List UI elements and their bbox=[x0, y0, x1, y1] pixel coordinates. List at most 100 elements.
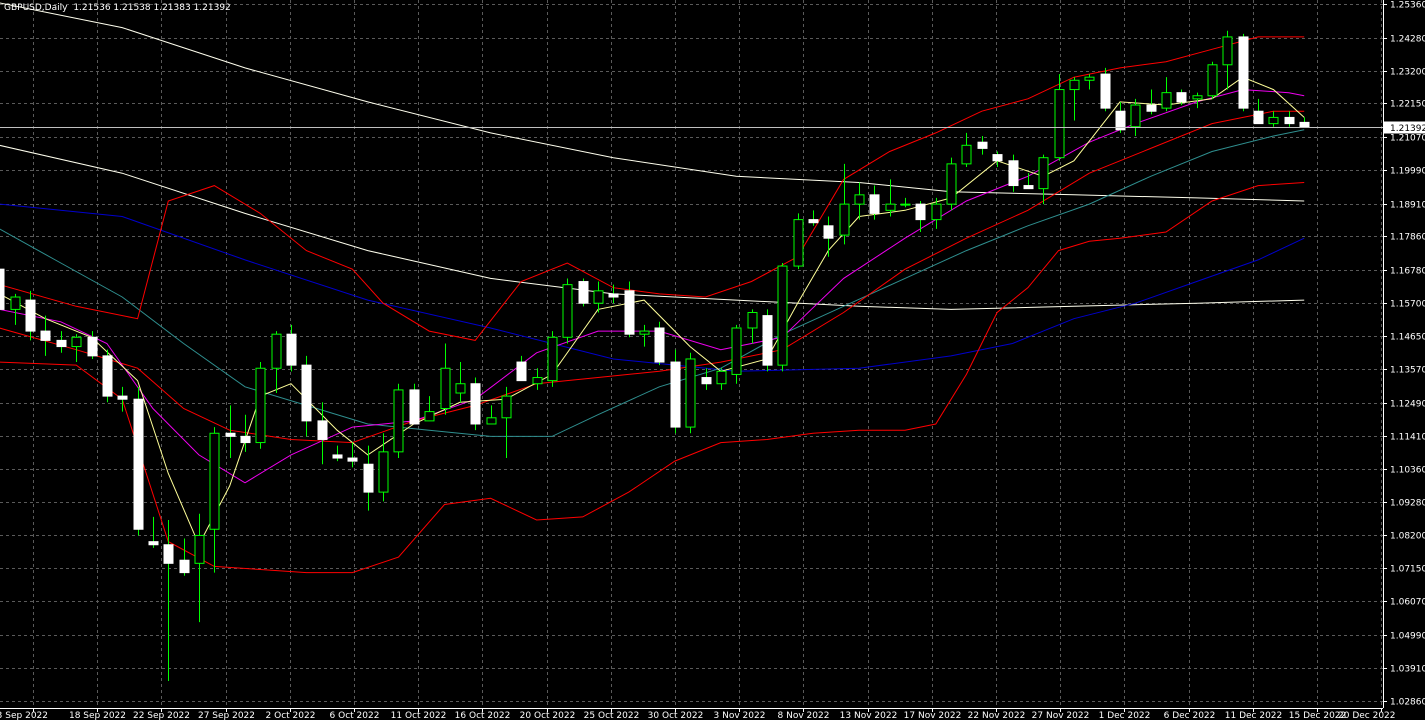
candle[interactable] bbox=[1192, 92, 1203, 109]
candle-body-bull bbox=[1161, 92, 1172, 109]
candle[interactable] bbox=[1069, 77, 1080, 121]
candle[interactable] bbox=[363, 445, 374, 511]
candle[interactable] bbox=[808, 210, 819, 226]
candle[interactable] bbox=[347, 442, 358, 468]
candle[interactable] bbox=[133, 386, 144, 536]
candle[interactable] bbox=[885, 179, 896, 217]
candle[interactable] bbox=[1023, 173, 1034, 190]
candle[interactable] bbox=[547, 331, 558, 387]
candle[interactable] bbox=[1238, 33, 1249, 112]
candle[interactable] bbox=[378, 433, 389, 502]
candle[interactable] bbox=[240, 414, 251, 452]
candle-body-bull bbox=[501, 395, 512, 419]
price-tick-label: 1.09280 bbox=[1390, 499, 1425, 509]
candle[interactable] bbox=[977, 136, 988, 155]
candle[interactable] bbox=[409, 383, 420, 425]
candle[interactable] bbox=[1268, 111, 1279, 127]
candle[interactable] bbox=[716, 368, 727, 390]
candle[interactable] bbox=[931, 197, 942, 229]
candle[interactable] bbox=[0, 254, 5, 313]
candle[interactable] bbox=[854, 182, 865, 220]
candle[interactable] bbox=[1222, 30, 1233, 90]
candle[interactable] bbox=[823, 216, 834, 257]
candle[interactable] bbox=[393, 383, 404, 459]
candle-body-bear bbox=[301, 364, 312, 422]
candle[interactable] bbox=[1100, 67, 1111, 112]
candle[interactable] bbox=[10, 293, 21, 325]
candle[interactable] bbox=[1207, 61, 1218, 99]
candle[interactable] bbox=[56, 331, 67, 353]
candle[interactable] bbox=[209, 427, 220, 573]
candle[interactable] bbox=[1054, 74, 1065, 161]
candle[interactable] bbox=[624, 281, 635, 338]
candle[interactable] bbox=[225, 405, 236, 459]
candle[interactable] bbox=[915, 201, 926, 232]
candle[interactable] bbox=[593, 281, 604, 313]
candle[interactable] bbox=[670, 349, 681, 434]
candle[interactable] bbox=[1130, 98, 1141, 137]
candle[interactable] bbox=[117, 386, 128, 412]
candle[interactable] bbox=[762, 309, 773, 372]
candle[interactable] bbox=[179, 538, 190, 576]
candle[interactable] bbox=[286, 324, 297, 372]
candle[interactable] bbox=[255, 362, 266, 449]
candle[interactable] bbox=[839, 163, 850, 245]
candle[interactable] bbox=[455, 362, 466, 403]
candle[interactable] bbox=[1253, 98, 1264, 125]
candle[interactable] bbox=[40, 315, 51, 356]
candle[interactable] bbox=[486, 405, 497, 425]
time-tick-label: 15 Dec 2022 bbox=[1289, 711, 1347, 720]
candle[interactable] bbox=[516, 355, 527, 382]
candle[interactable] bbox=[793, 213, 804, 270]
candle[interactable] bbox=[332, 445, 343, 462]
candle[interactable] bbox=[102, 349, 113, 403]
price-tick-label: 1.14650 bbox=[1390, 333, 1425, 343]
candle[interactable] bbox=[869, 185, 880, 220]
candle[interactable] bbox=[608, 284, 619, 304]
candle[interactable] bbox=[747, 309, 758, 344]
time-tick-label: 18 Sep 2022 bbox=[69, 711, 126, 720]
candle-body-bull bbox=[271, 333, 282, 369]
candle[interactable] bbox=[532, 368, 543, 390]
candle[interactable] bbox=[301, 355, 312, 437]
candle[interactable] bbox=[194, 513, 205, 623]
candle[interactable] bbox=[685, 352, 696, 434]
candle[interactable] bbox=[961, 132, 972, 167]
candle[interactable] bbox=[317, 402, 328, 465]
candle[interactable] bbox=[639, 324, 650, 347]
candle[interactable] bbox=[731, 324, 742, 384]
candle[interactable] bbox=[654, 321, 665, 366]
candle[interactable] bbox=[1038, 154, 1049, 205]
candle[interactable] bbox=[578, 278, 589, 307]
candle[interactable] bbox=[1161, 77, 1172, 112]
candle[interactable] bbox=[992, 151, 1003, 167]
candle-body-bear bbox=[40, 330, 51, 341]
candle[interactable] bbox=[1284, 111, 1295, 127]
candle[interactable] bbox=[1084, 74, 1095, 90]
candle-body-bear bbox=[240, 435, 251, 444]
candle[interactable] bbox=[777, 262, 788, 372]
candle[interactable] bbox=[71, 334, 82, 363]
candle[interactable] bbox=[87, 331, 98, 359]
candle[interactable] bbox=[1008, 154, 1019, 192]
candle[interactable] bbox=[424, 396, 435, 422]
candle[interactable] bbox=[271, 331, 282, 394]
price-tick-label: 1.12490 bbox=[1390, 400, 1425, 410]
candle-body-bear bbox=[915, 203, 926, 221]
candle[interactable] bbox=[1176, 89, 1187, 106]
candle[interactable] bbox=[25, 290, 36, 341]
time-tick-label: 20 Oct 2022 bbox=[520, 711, 576, 720]
candle[interactable] bbox=[946, 157, 957, 211]
candle[interactable] bbox=[1146, 89, 1157, 115]
candlesticks[interactable] bbox=[0, 30, 1310, 681]
candle[interactable] bbox=[900, 197, 911, 208]
candle[interactable] bbox=[701, 368, 712, 390]
candle[interactable] bbox=[470, 377, 481, 431]
time-tick-label: 1 Dec 2022 bbox=[1099, 711, 1151, 720]
candle[interactable] bbox=[440, 343, 451, 415]
candle[interactable] bbox=[148, 516, 159, 548]
candle[interactable] bbox=[501, 386, 512, 459]
candle[interactable] bbox=[163, 519, 174, 681]
candle[interactable] bbox=[562, 278, 573, 344]
